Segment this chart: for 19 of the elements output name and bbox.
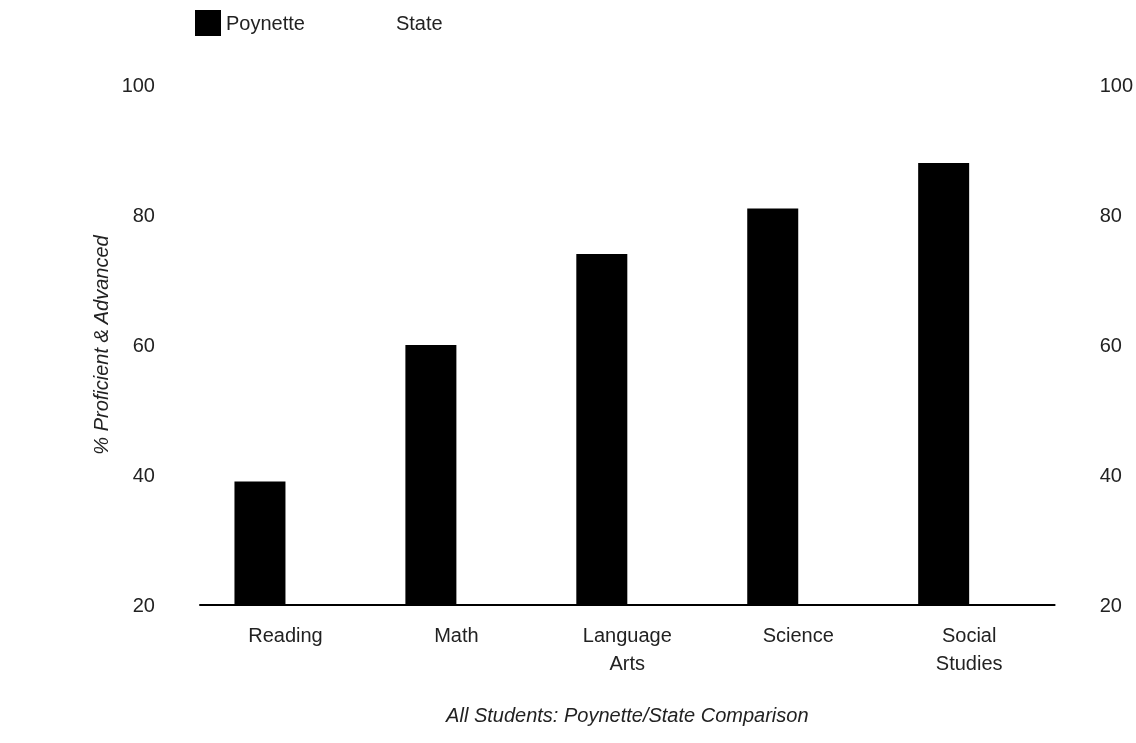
y-tick-label: 100 bbox=[121, 74, 155, 96]
x-tick-label: Language Arts bbox=[582, 624, 672, 674]
y2-tick-label: 100 bbox=[1099, 74, 1134, 96]
y-tick-label: 60 bbox=[132, 334, 155, 356]
x-tick-label: Science bbox=[762, 624, 834, 646]
y-tick-label: 40 bbox=[132, 464, 155, 486]
y2-tick-label: 40 bbox=[1099, 464, 1122, 486]
x-tick-label: Reading bbox=[248, 624, 323, 646]
y2-tick-label: 80 bbox=[1099, 204, 1122, 226]
legend-label: Poynette bbox=[226, 12, 305, 34]
y-axis-title: % Proficient & Advanced bbox=[89, 234, 112, 455]
x-tick-label: Social Studies bbox=[935, 624, 1003, 674]
x-tick-label: Math bbox=[434, 624, 479, 646]
text: State bbox=[395, 12, 443, 34]
y-tick-label: 80 bbox=[132, 204, 155, 226]
y2-tick-label: 20 bbox=[1099, 594, 1122, 616]
y2-tick-label: 60 bbox=[1099, 334, 1122, 356]
y-tick-label: 20 bbox=[132, 594, 155, 616]
x-axis-title: All Students: Poynette/State Comparison bbox=[445, 704, 809, 726]
